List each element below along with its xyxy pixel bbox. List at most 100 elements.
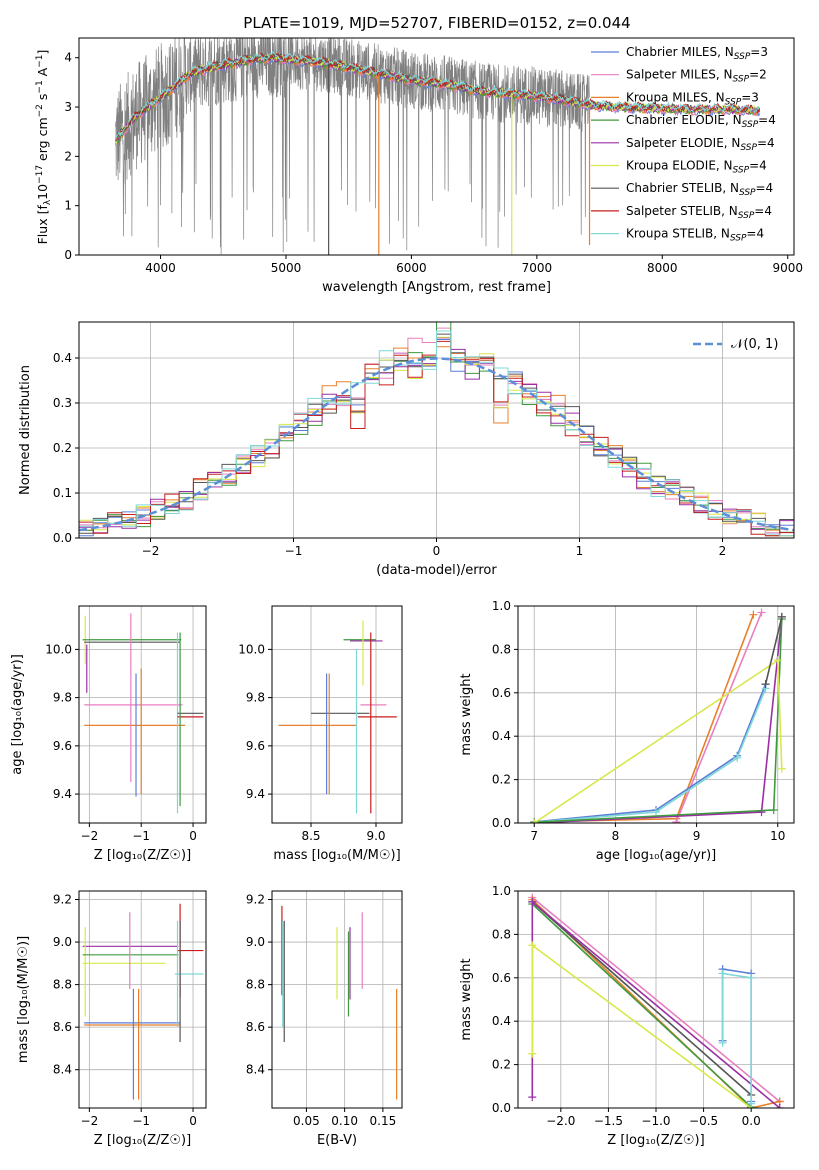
x-tick-label: −1.5 [594, 1114, 623, 1128]
legend-text: Kroupa MILES, N [626, 90, 725, 104]
data-marker [747, 1099, 756, 1108]
residual-histogram-plot: −2 −1 0 1 2 0.0 0.1 0.2 0.3 0.4 (data-model)/error… [18, 321, 795, 578]
mass-weight-line [721, 972, 752, 1104]
plot-area [114, 38, 761, 255]
x-tick-label: 7000 [522, 261, 553, 275]
data-marker [757, 608, 766, 617]
mass-weight-line [531, 943, 752, 1108]
legend-count: =3 [750, 45, 768, 59]
mass-weight-line [531, 903, 752, 1108]
y-axis-label-part: A [35, 67, 50, 80]
y-tick-label: 0.2 [53, 441, 72, 455]
legend-sub: SSP [740, 143, 757, 153]
y-tick-label: 3 [64, 100, 72, 114]
axes-frame [78, 605, 207, 824]
mass-weight-line [531, 901, 752, 1096]
spectrum-plot: 4000 5000 6000 7000 8000 9000 0 1 2 3 4 wavelength … [35, 37, 803, 295]
legend-sub: SSP [733, 166, 750, 176]
data-marker [530, 819, 539, 823]
data-marker [528, 1093, 537, 1102]
observed-spectrum [115, 38, 590, 255]
y-tick-label: 9.8 [246, 691, 265, 705]
y-tick-label: 1 [64, 199, 72, 213]
residual-histogram [79, 330, 794, 537]
mass-weight-vs-age-plot: 7 8 9 10 0.0 0.2 0.4 0.6 0.8 1.0 age [log₁₀(age/yr… [459, 599, 795, 863]
legend-entry: Kroupa MILES, NSSP=3 [626, 90, 759, 107]
legend-sub: SSP [730, 234, 747, 244]
y-axis-label-part: s [35, 94, 50, 105]
plot-area [79, 322, 794, 537]
y-tick-label: 0.2 [492, 1058, 511, 1072]
x-axis-label: Z [log₁₀(Z/Z☉)] [94, 1133, 191, 1148]
data-marker [749, 610, 758, 619]
y-axis-label-part: Flux [f [35, 205, 50, 245]
x-tick-label: 9000 [772, 261, 803, 275]
y-axis-label: age [log₁₀(age/yr)] [10, 654, 25, 775]
data-marker [718, 969, 727, 978]
y-tick-label: 0.4 [53, 351, 72, 365]
y-tick-label: 4 [64, 51, 72, 65]
legend-entry: Kroupa STELIB, NSSP=4 [626, 227, 764, 244]
x-tick-label: 0.15 [370, 1114, 397, 1128]
mass-vs-metallicity-plot: −2 −1 0 8.4 8.6 8.8 9.0 9.2 Z [log₁₀(Z/Z☉)] mass … [16, 890, 207, 1148]
mass-weight-line [534, 614, 755, 823]
legend-entry: Salpeter MILES, NSSP=2 [626, 68, 767, 85]
y-axis-label-part: erg cm [35, 117, 50, 165]
y-tick-label: 2 [64, 149, 72, 163]
y-tick-label: 9.2 [53, 893, 72, 907]
legend-sub: SSP [742, 120, 759, 130]
normal-distribution-curve [79, 357, 794, 532]
legend-sub: SSP [733, 75, 750, 85]
y-tick-label: 0.8 [492, 927, 511, 941]
x-tick-label: 8000 [647, 261, 678, 275]
y-axis-label-part: −1 [35, 55, 45, 68]
mass-weight-line [531, 899, 780, 1108]
y-tick-label: 0.2 [492, 773, 511, 787]
plot-area [528, 893, 784, 1108]
x-tick-label: 7 [530, 829, 538, 843]
legend-entry: Salpeter STELIB, NSSP=4 [626, 204, 772, 221]
y-tick-label: 0.1 [53, 486, 72, 500]
data-marker [761, 680, 770, 689]
y-tick-label: 9.6 [246, 739, 265, 753]
age-vs-mass-plot: 8.5 9.0 9.4 9.6 9.8 10.0 mass [log₁₀(M/M☉)] [238, 605, 403, 863]
legend-entry: Salpeter ELODIE, NSSP=4 [626, 136, 775, 153]
y-tick-label: 9.8 [53, 691, 72, 705]
x-axis-label: Z [log₁₀(Z/Z☉)] [607, 1133, 704, 1148]
y-axis-label-part: −2 [35, 104, 45, 117]
legend-text: Kroupa ELODIE, N [626, 159, 733, 173]
legend-sub: SSP [738, 211, 755, 221]
y-tick-label: 0.4 [492, 729, 511, 743]
x-tick-label: 0.0 [742, 1114, 761, 1128]
x-tick-label: 9.0 [366, 829, 385, 843]
y-tick-label: 0 [64, 248, 72, 262]
x-axis-label: age [log₁₀(age/yr)] [596, 848, 717, 863]
y-tick-label: 1.0 [492, 599, 511, 613]
mass-weight-line [764, 616, 783, 685]
legend-entry: Chabrier MILES, NSSP=3 [626, 45, 768, 62]
x-tick-label: 10 [770, 829, 785, 843]
y-tick-label: 9.6 [53, 739, 72, 753]
y-axis-label: mass weight [459, 673, 474, 755]
x-tick-label: 0 [433, 544, 441, 558]
mass-vs-extinction-plot: 0.05 0.10 0.15 8.4 8.6 8.8 9.0 9.2 E(B-V) [246, 890, 403, 1148]
legend-entry: Chabrier STELIB, NSSP=4 [626, 181, 773, 198]
legend-count: =4 [754, 204, 772, 218]
data-marker [757, 808, 766, 817]
plot-area [530, 608, 786, 823]
y-tick-label: 8.4 [53, 1063, 72, 1077]
y-tick-label: 8.4 [246, 1063, 265, 1077]
y-tick-label: 0.0 [53, 531, 72, 545]
y-tick-label: 0.6 [492, 971, 511, 985]
x-axis-label: Z [log₁₀(Z/Z☉)] [94, 848, 191, 863]
data-marker [769, 805, 778, 814]
data-marker [652, 808, 660, 817]
legend-text: Salpeter STELIB, N [626, 204, 738, 218]
y-axis-label: mass [log₁₀(M/M☉)] [16, 936, 31, 1063]
y-tick-label: 9.4 [246, 787, 265, 801]
data-marker [528, 941, 537, 950]
data-marker [747, 973, 756, 982]
x-axis-label: wavelength [Angstrom, rest frame] [322, 280, 551, 295]
y-tick-label: 0.0 [492, 816, 511, 830]
legend-count: =4 [756, 181, 774, 195]
